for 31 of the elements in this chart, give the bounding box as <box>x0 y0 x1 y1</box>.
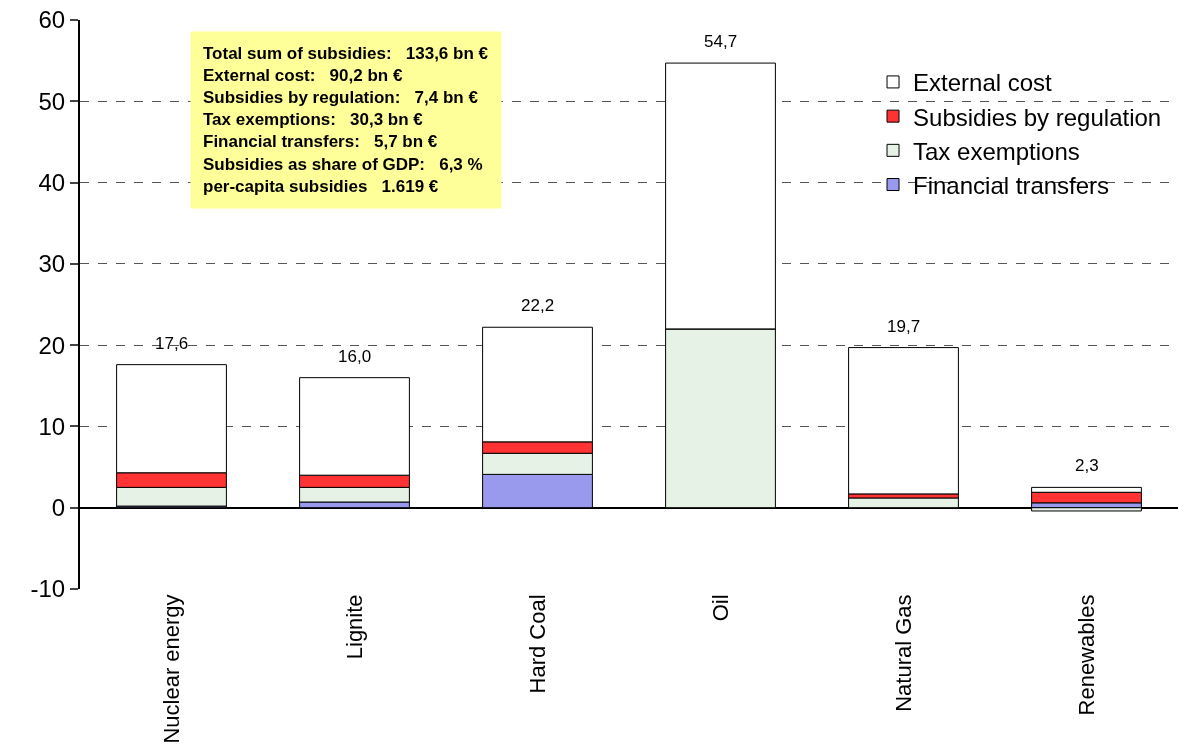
y-tick-label: 60 <box>38 6 66 34</box>
total-label: 2,3 <box>1075 456 1099 475</box>
legend-label: Financial transfers <box>913 171 1110 199</box>
x-tick-label: Hard Coal <box>524 594 550 694</box>
legend-label: Subsidies by regulation <box>913 103 1162 131</box>
legend-label: External cost <box>913 69 1053 97</box>
y-tick-label: 50 <box>38 87 66 115</box>
total-label: 54,7 <box>704 32 738 51</box>
y-tick-label: 30 <box>38 250 66 278</box>
annotation: per-capita subsidies 1.619 € <box>203 176 439 196</box>
annotation: External cost: 90,2 bn € <box>203 66 403 86</box>
y-tick-label: 20 <box>38 331 66 359</box>
x-tick-label: Lignite <box>341 594 367 660</box>
annotation: Subsidies as share of GDP: 6,3 % <box>203 154 483 174</box>
total-label: 19,7 <box>887 317 921 336</box>
annotation: Subsidies by regulation: 7,4 bn € <box>203 88 479 108</box>
total-label: 22,2 <box>521 296 555 315</box>
x-tick-label: Renewables <box>1073 594 1099 716</box>
x-tick-label: Natural Gas <box>890 594 916 712</box>
y-tick-label: -10 <box>30 575 66 603</box>
total-label: 16,0 <box>338 347 372 366</box>
annotation: Tax exemptions: 30,3 bn € <box>203 110 424 130</box>
x-tick-label: Oil <box>707 594 733 622</box>
y-tick-label: 40 <box>38 168 66 196</box>
total-label: 17,6 <box>155 334 189 353</box>
annotation: Financial transfers: 5,7 bn € <box>203 132 438 152</box>
y-tick-label: 10 <box>38 412 66 440</box>
legend-label: Tax exemptions <box>913 137 1080 165</box>
y-tick-label: 0 <box>51 494 66 522</box>
x-tick-label: Nuclear energy <box>158 594 184 744</box>
annotation: Total sum of subsidies: 133,6 bn € <box>203 44 489 63</box>
